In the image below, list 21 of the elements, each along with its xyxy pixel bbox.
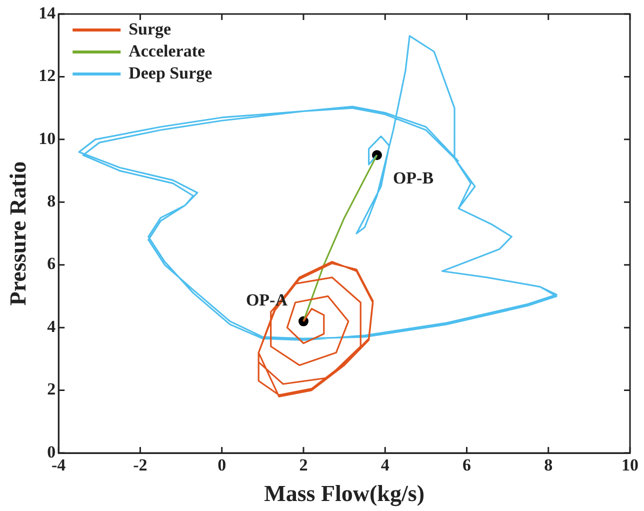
y-tick-label: 2	[47, 380, 56, 399]
y-tick-label: 4	[47, 316, 56, 336]
x-tick-label: 10	[622, 456, 638, 475]
x-tick-label: 4	[380, 456, 390, 475]
y-tick-label: 10	[38, 128, 56, 148]
x-tick-label: 6	[462, 456, 471, 475]
x-tick-label: 0	[218, 456, 226, 475]
y-tick-label: 6	[47, 254, 56, 274]
x-tick-label: 2	[299, 456, 308, 475]
x-tick-label: -2	[133, 456, 148, 475]
x-axis-title: Mass Flow(kg/s)	[264, 481, 424, 508]
y-tick-label: 8	[47, 192, 56, 211]
y-tick-label: 12	[38, 66, 56, 86]
legend-label: Accelerate	[128, 41, 206, 60]
annotation: OP-B	[392, 168, 434, 188]
x-tick-label: 8	[544, 456, 553, 475]
legend-label: Deep Surge	[128, 63, 213, 82]
y-tick-label: 0	[47, 442, 56, 462]
y-axis-title: Pressure Ratio	[6, 161, 31, 306]
legend-label: Surge	[128, 19, 172, 38]
y-tick-label: 14	[38, 3, 56, 22]
